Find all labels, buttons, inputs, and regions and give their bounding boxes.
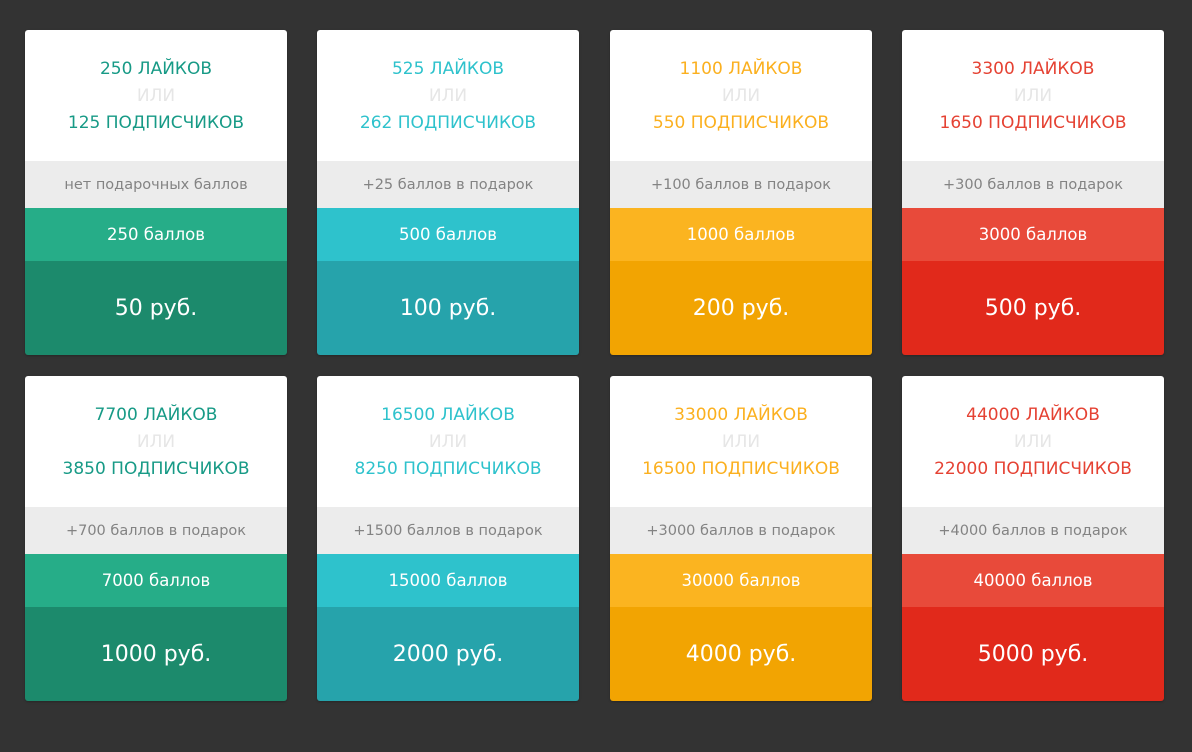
likes-label: 44000 ЛАЙКОВ [966,405,1100,425]
likes-label: 525 ЛАЙКОВ [391,59,505,79]
bonus-label: +3000 баллов в подарок [610,507,872,554]
points-label: 40000 баллов [902,554,1164,607]
card-header: 16500 ЛАЙКОВ ИЛИ 8250 ПОДПИСЧИКОВ [317,376,579,507]
price-button[interactable]: 50 руб. [25,261,287,355]
package-card[interactable]: 1100 ЛАЙКОВ ИЛИ 550 ПОДПИСЧИКОВ +100 бал… [610,30,872,355]
bonus-label: +4000 баллов в подарок [902,507,1164,554]
package-card[interactable]: 33000 ЛАЙКОВ ИЛИ 16500 ПОДПИСЧИКОВ +3000… [610,376,872,701]
price-button[interactable]: 100 руб. [317,261,579,355]
package-card[interactable]: 250 ЛАЙКОВ ИЛИ 125 ПОДПИСЧИКОВ нет подар… [25,30,287,355]
card-header: 33000 ЛАЙКОВ ИЛИ 16500 ПОДПИСЧИКОВ [610,376,872,507]
card-header: 7700 ЛАЙКОВ ИЛИ 3850 ПОДПИСЧИКОВ [25,376,287,507]
price-button[interactable]: 2000 руб. [317,607,579,701]
card-header: 1100 ЛАЙКОВ ИЛИ 550 ПОДПИСЧИКОВ [610,30,872,161]
points-label: 7000 баллов [25,554,287,607]
or-label: ИЛИ [136,432,176,452]
subscribers-label: 550 ПОДПИСЧИКОВ [652,113,830,133]
bonus-label: нет подарочных баллов [25,161,287,208]
likes-label: 16500 ЛАЙКОВ [381,405,515,425]
bonus-label: +700 баллов в подарок [25,507,287,554]
bonus-label: +300 баллов в подарок [902,161,1164,208]
points-label: 250 баллов [25,208,287,261]
subscribers-label: 8250 ПОДПИСЧИКОВ [354,459,542,479]
card-header: 44000 ЛАЙКОВ ИЛИ 22000 ПОДПИСЧИКОВ [902,376,1164,507]
subscribers-label: 1650 ПОДПИСЧИКОВ [939,113,1127,133]
or-label: ИЛИ [428,432,468,452]
or-label: ИЛИ [721,86,761,106]
price-button[interactable]: 5000 руб. [902,607,1164,701]
or-label: ИЛИ [1013,86,1053,106]
card-header: 250 ЛАЙКОВ ИЛИ 125 ПОДПИСЧИКОВ [25,30,287,161]
likes-label: 3300 ЛАЙКОВ [971,59,1095,79]
price-button[interactable]: 4000 руб. [610,607,872,701]
likes-label: 33000 ЛАЙКОВ [674,405,808,425]
package-card[interactable]: 525 ЛАЙКОВ ИЛИ 262 ПОДПИСЧИКОВ +25 балло… [317,30,579,355]
subscribers-label: 262 ПОДПИСЧИКОВ [359,113,537,133]
or-label: ИЛИ [1013,432,1053,452]
price-button[interactable]: 1000 руб. [25,607,287,701]
or-label: ИЛИ [136,86,176,106]
bonus-label: +25 баллов в подарок [317,161,579,208]
points-label: 30000 баллов [610,554,872,607]
package-card[interactable]: 44000 ЛАЙКОВ ИЛИ 22000 ПОДПИСЧИКОВ +4000… [902,376,1164,701]
package-card[interactable]: 3300 ЛАЙКОВ ИЛИ 1650 ПОДПИСЧИКОВ +300 ба… [902,30,1164,355]
package-card[interactable]: 7700 ЛАЙКОВ ИЛИ 3850 ПОДПИСЧИКОВ +700 ба… [25,376,287,701]
or-label: ИЛИ [721,432,761,452]
subscribers-label: 16500 ПОДПИСЧИКОВ [642,459,840,479]
card-header: 525 ЛАЙКОВ ИЛИ 262 ПОДПИСЧИКОВ [317,30,579,161]
points-label: 1000 баллов [610,208,872,261]
points-label: 3000 баллов [902,208,1164,261]
points-label: 15000 баллов [317,554,579,607]
subscribers-label: 125 ПОДПИСЧИКОВ [67,113,245,133]
bonus-label: +1500 баллов в подарок [317,507,579,554]
card-header: 3300 ЛАЙКОВ ИЛИ 1650 ПОДПИСЧИКОВ [902,30,1164,161]
likes-label: 1100 ЛАЙКОВ [679,59,803,79]
or-label: ИЛИ [428,86,468,106]
price-button[interactable]: 200 руб. [610,261,872,355]
likes-label: 7700 ЛАЙКОВ [94,405,218,425]
likes-label: 250 ЛАЙКОВ [99,59,213,79]
price-button[interactable]: 500 руб. [902,261,1164,355]
bonus-label: +100 баллов в подарок [610,161,872,208]
subscribers-label: 3850 ПОДПИСЧИКОВ [62,459,250,479]
subscribers-label: 22000 ПОДПИСЧИКОВ [934,459,1132,479]
package-card[interactable]: 16500 ЛАЙКОВ ИЛИ 8250 ПОДПИСЧИКОВ +1500 … [317,376,579,701]
points-label: 500 баллов [317,208,579,261]
